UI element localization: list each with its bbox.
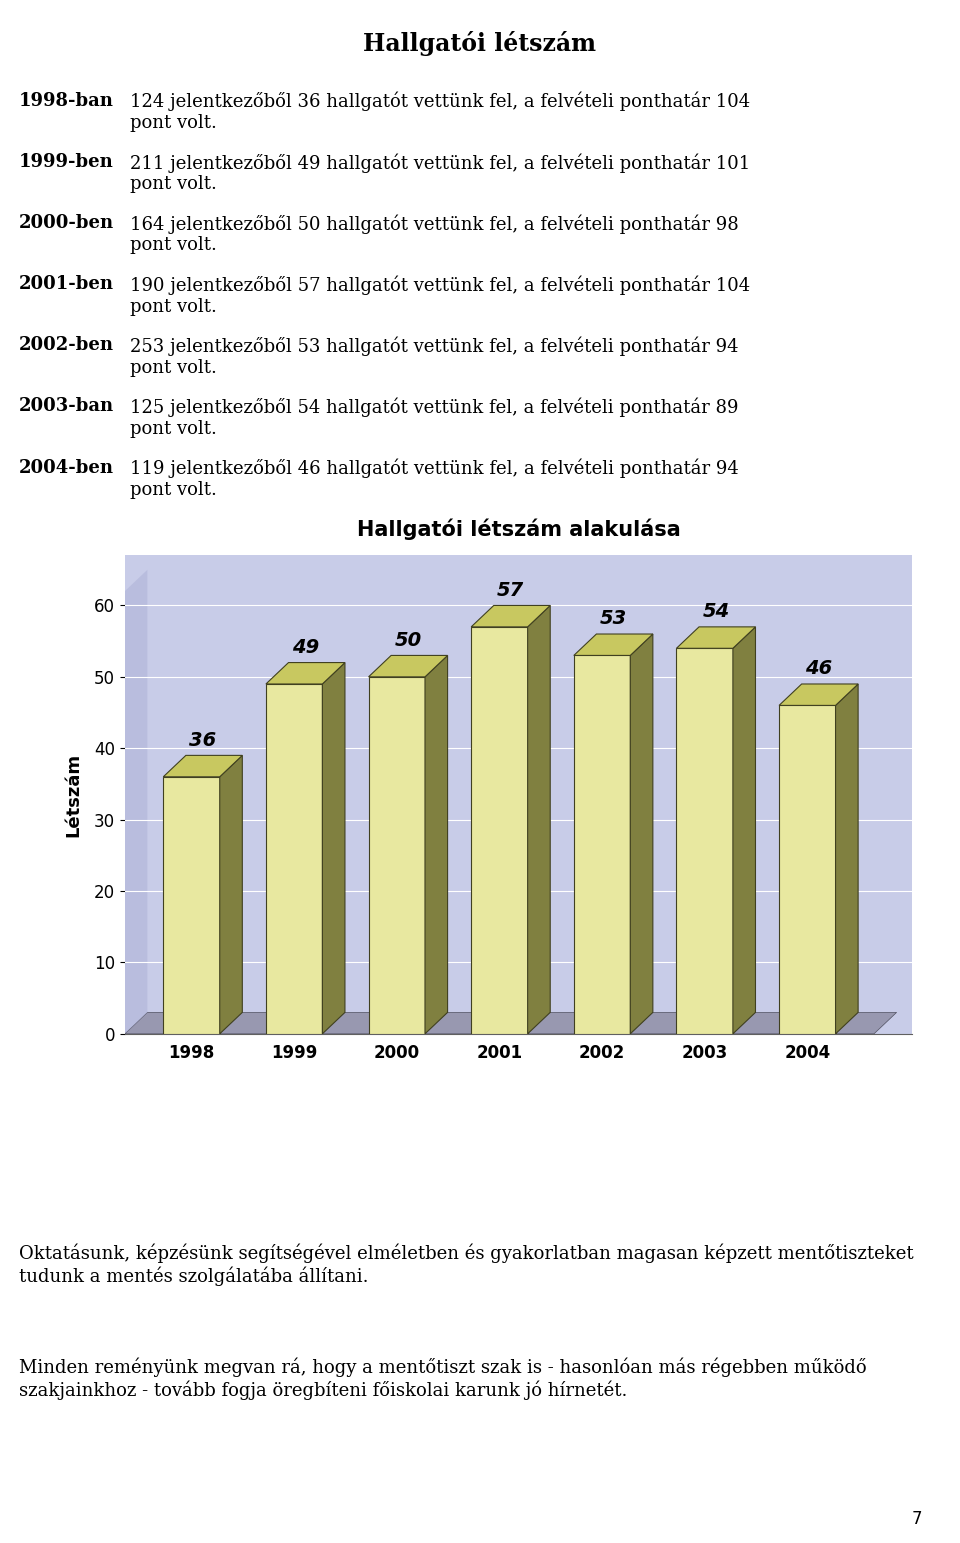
Text: 46: 46 [805, 659, 832, 679]
Text: 253 jelentkezőből 53 hallgatót vettünk fel, a felvételi ponthatár 94
pont volt.: 253 jelentkezőből 53 hallgatót vettünk f… [130, 336, 738, 376]
Text: 2001-ben: 2001-ben [19, 275, 114, 293]
Polygon shape [528, 605, 550, 1034]
Polygon shape [780, 705, 835, 1034]
Text: 57: 57 [497, 580, 524, 600]
Polygon shape [125, 1012, 897, 1034]
Text: 54: 54 [703, 602, 730, 622]
Text: 124 jelentkezőből 36 hallgatót vettünk fel, a felvételi ponthatár 104
pont volt.: 124 jelentkezőből 36 hallgatót vettünk f… [130, 93, 750, 133]
Polygon shape [677, 626, 756, 648]
Text: 125 jelentkezőből 54 hallgatót vettünk fel, a felvételi ponthatár 89
pont volt.: 125 jelentkezőből 54 hallgatót vettünk f… [130, 398, 738, 438]
Polygon shape [574, 634, 653, 656]
Polygon shape [471, 626, 528, 1034]
Text: 53: 53 [600, 609, 627, 628]
Polygon shape [732, 626, 756, 1034]
Title: Hallgatói létszám alakulása: Hallgatói létszám alakulása [356, 518, 681, 540]
Polygon shape [631, 634, 653, 1034]
Text: 1998-ban: 1998-ban [19, 93, 114, 110]
Text: 49: 49 [292, 637, 319, 657]
Polygon shape [425, 656, 447, 1034]
Text: 164 jelentkezőből 50 hallgatót vettünk fel, a felvételi ponthatár 98
pont volt.: 164 jelentkezőből 50 hallgatót vettünk f… [130, 214, 738, 255]
Polygon shape [163, 776, 220, 1034]
Polygon shape [125, 569, 148, 1034]
Polygon shape [266, 684, 323, 1034]
Polygon shape [369, 677, 425, 1034]
Text: 1999-ben: 1999-ben [19, 153, 114, 171]
Text: Hallgatói létszám: Hallgatói létszám [364, 31, 596, 56]
Polygon shape [220, 756, 242, 1034]
Polygon shape [323, 662, 345, 1034]
Text: 2003-ban: 2003-ban [19, 398, 114, 415]
Polygon shape [266, 662, 345, 684]
Text: 36: 36 [189, 731, 216, 750]
Polygon shape [835, 684, 858, 1034]
Polygon shape [163, 756, 242, 776]
Polygon shape [471, 605, 550, 626]
Text: 2000-ben: 2000-ben [19, 214, 114, 231]
Text: 2004-ben: 2004-ben [19, 458, 114, 477]
Text: 7: 7 [912, 1509, 923, 1528]
Polygon shape [574, 656, 631, 1034]
Polygon shape [677, 648, 732, 1034]
Y-axis label: Létszám: Létszám [65, 753, 83, 836]
Text: 119 jelentkezőből 46 hallgatót vettünk fel, a felvételi ponthatár 94
pont volt.: 119 jelentkezőből 46 hallgatót vettünk f… [130, 458, 738, 498]
Polygon shape [780, 684, 858, 705]
Text: 2002-ben: 2002-ben [19, 336, 114, 355]
Text: 211 jelentkezőből 49 hallgatót vettünk fel, a felvételi ponthatár 101
pont volt.: 211 jelentkezőből 49 hallgatót vettünk f… [130, 153, 750, 193]
Text: 50: 50 [395, 631, 421, 650]
Polygon shape [369, 656, 447, 677]
Text: 190 jelentkezőből 57 hallgatót vettünk fel, a felvételi ponthatár 104
pont volt.: 190 jelentkezőből 57 hallgatót vettünk f… [130, 275, 750, 316]
Text: Minden reményünk megvan rá, hogy a mentőtiszt szak is - hasonlóan más régebben m: Minden reményünk megvan rá, hogy a mentő… [19, 1358, 867, 1400]
Text: Oktatásunk, képzésünk segítségével elméletben és gyakorlatban magasan képzett me: Oktatásunk, képzésünk segítségével elmél… [19, 1244, 914, 1285]
